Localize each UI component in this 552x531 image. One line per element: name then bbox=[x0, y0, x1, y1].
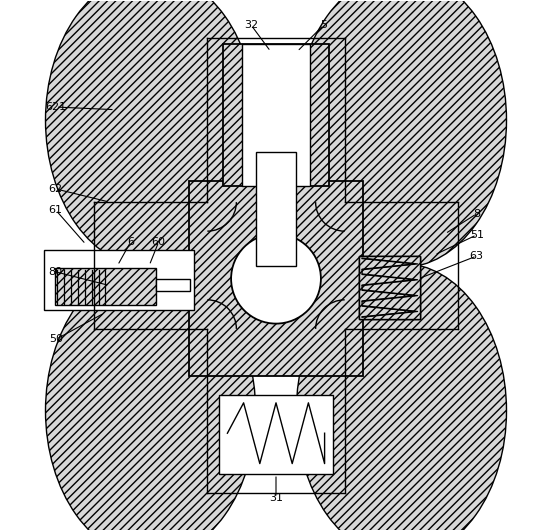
Bar bbox=[344, 329, 458, 493]
Text: 32: 32 bbox=[244, 20, 258, 30]
Text: 80: 80 bbox=[49, 267, 63, 277]
Bar bbox=[220, 395, 332, 474]
Ellipse shape bbox=[45, 263, 256, 531]
Bar bbox=[55, 268, 156, 305]
Text: 61: 61 bbox=[49, 205, 63, 215]
Bar bbox=[213, 202, 326, 329]
Text: 31: 31 bbox=[269, 493, 283, 503]
Bar bbox=[94, 38, 208, 202]
Text: 51: 51 bbox=[470, 230, 484, 240]
Text: 62: 62 bbox=[49, 184, 63, 194]
Bar bbox=[344, 38, 458, 202]
Text: 60: 60 bbox=[152, 237, 166, 247]
Ellipse shape bbox=[296, 263, 507, 531]
Bar bbox=[359, 256, 420, 319]
Bar bbox=[94, 329, 208, 493]
Bar bbox=[189, 181, 363, 376]
Text: 5: 5 bbox=[320, 20, 327, 30]
Text: 50: 50 bbox=[49, 335, 63, 345]
Bar bbox=[94, 202, 458, 329]
Text: 8: 8 bbox=[473, 209, 480, 219]
Bar bbox=[156, 279, 190, 291]
Text: 63: 63 bbox=[470, 251, 484, 261]
Bar bbox=[359, 256, 420, 319]
Text: 6: 6 bbox=[128, 237, 134, 247]
Text: 621: 621 bbox=[45, 102, 66, 112]
Bar bbox=[242, 44, 310, 186]
Bar bbox=[223, 44, 329, 186]
Bar bbox=[208, 38, 344, 493]
Ellipse shape bbox=[45, 0, 256, 268]
Bar bbox=[256, 152, 296, 266]
Bar bbox=[44, 250, 194, 311]
Bar bbox=[359, 256, 420, 319]
Circle shape bbox=[231, 234, 321, 323]
Ellipse shape bbox=[296, 0, 507, 268]
